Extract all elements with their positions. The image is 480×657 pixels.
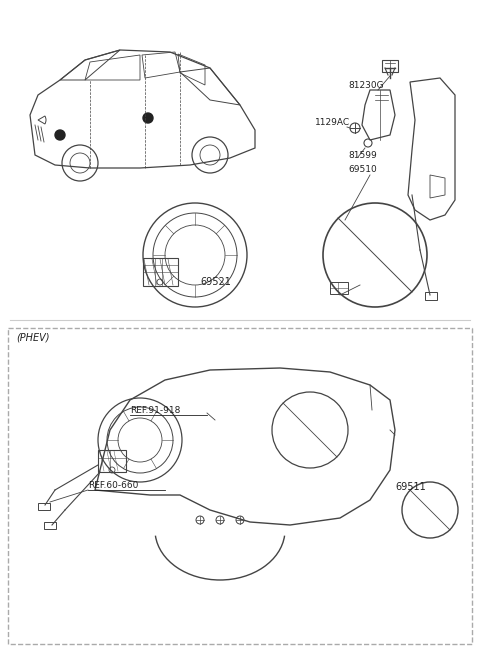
Bar: [330, 282, 348, 294]
Text: REF.91-918: REF.91-918: [130, 406, 180, 415]
Text: 69510: 69510: [348, 165, 377, 174]
Text: REF.60-660: REF.60-660: [88, 481, 138, 490]
Text: (PHEV): (PHEV): [16, 332, 49, 342]
Bar: [143, 258, 178, 286]
Bar: [38, 503, 50, 510]
Text: 69511: 69511: [395, 482, 426, 492]
Bar: [425, 292, 437, 300]
Text: 81230G: 81230G: [348, 81, 384, 90]
Bar: [382, 60, 398, 72]
Circle shape: [55, 130, 65, 140]
Text: 1129AC: 1129AC: [315, 118, 350, 127]
Text: 69521: 69521: [200, 277, 231, 287]
Bar: [44, 522, 56, 529]
Text: 81599: 81599: [348, 151, 377, 160]
Circle shape: [143, 113, 153, 123]
Bar: [8, 328, 472, 644]
Bar: [98, 450, 126, 472]
